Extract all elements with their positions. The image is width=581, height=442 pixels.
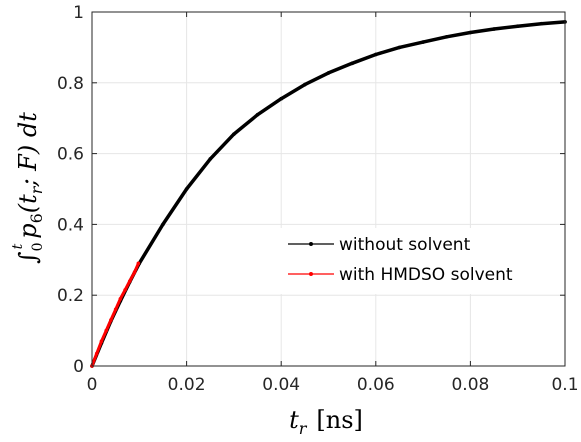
data-point-without-solvent bbox=[444, 34, 449, 39]
data-point-with-hmdso-solvent bbox=[99, 339, 104, 344]
x-tick-label: 0.08 bbox=[451, 375, 489, 395]
x-tick-label: 0.04 bbox=[262, 375, 300, 395]
data-point-without-solvent bbox=[326, 71, 331, 75]
y-axis-label-integral: ∫ bbox=[14, 251, 42, 264]
data-point-without-solvent bbox=[350, 61, 354, 66]
y-axis-label: ∫0tp6(tr; F) dt bbox=[10, 112, 46, 264]
legend-label-with-hmdso-solvent: with HMDSO solvent bbox=[339, 265, 513, 285]
y-tick-label: 1 bbox=[73, 3, 84, 23]
ticks: 0 0.02 0.04 0.06 0.08 0.1 0 0.2 0.4 0.6 0.8 1 bbox=[57, 3, 579, 395]
y-axis-label-func: p bbox=[14, 223, 42, 238]
data-point-without-solvent bbox=[468, 30, 473, 35]
data-point-without-solvent bbox=[303, 82, 307, 87]
data-point-with-hmdso-solvent bbox=[104, 328, 108, 333]
y-axis-label-args: (t bbox=[14, 194, 42, 213]
data-point-with-hmdso-solvent bbox=[113, 307, 118, 312]
x-axis-label: tr [ns] bbox=[289, 406, 363, 438]
data-point-without-solvent bbox=[232, 132, 236, 136]
legend-marker-without-solvent bbox=[309, 242, 313, 246]
data-point-with-hmdso-solvent bbox=[109, 318, 113, 322]
data-point-without-solvent bbox=[279, 96, 284, 101]
data-point-without-solvent bbox=[184, 187, 189, 191]
data-point-with-hmdso-solvent bbox=[128, 279, 132, 283]
data-point-without-solvent bbox=[161, 222, 165, 227]
data-point-without-solvent bbox=[492, 27, 496, 31]
x-axis-label-var: t bbox=[289, 406, 299, 434]
legend-box bbox=[278, 228, 554, 294]
data-point-without-solvent bbox=[515, 24, 520, 28]
y-axis-label-upper: t bbox=[10, 243, 26, 249]
x-axis-label-unit: [ns] bbox=[316, 406, 363, 434]
data-point-with-hmdso-solvent bbox=[94, 351, 99, 356]
y-axis-label-lower: 0 bbox=[30, 242, 46, 251]
legend-label-without-solvent: without solvent bbox=[339, 235, 471, 255]
y-tick-label: 0.2 bbox=[57, 286, 84, 306]
x-tick-label: 0 bbox=[87, 375, 98, 395]
data-point-with-hmdso-solvent bbox=[132, 270, 137, 274]
y-tick-label: 0.6 bbox=[57, 145, 84, 165]
data-point-without-solvent bbox=[421, 40, 425, 44]
grid bbox=[91, 11, 566, 367]
legend: without solvent with HMDSO solvent bbox=[278, 228, 554, 294]
legend-marker-with-hmdso-solvent bbox=[309, 272, 313, 276]
data-point-without-solvent bbox=[255, 112, 260, 117]
y-tick-label: 0 bbox=[73, 357, 84, 377]
plot-frame bbox=[91, 11, 566, 367]
data-point-without-solvent bbox=[539, 21, 544, 26]
y-tick-label: 0.4 bbox=[57, 215, 84, 235]
y-tick-label: 0.8 bbox=[57, 74, 84, 94]
data-point-with-hmdso-solvent bbox=[123, 288, 127, 292]
x-tick-label: 0.1 bbox=[551, 375, 578, 395]
x-axis-label-sub: r bbox=[299, 419, 308, 438]
series-layer bbox=[90, 20, 567, 368]
data-point-without-solvent bbox=[208, 157, 213, 161]
y-axis-label-args-sub: r bbox=[27, 185, 46, 194]
data-point-without-solvent bbox=[374, 52, 378, 57]
data-point-with-hmdso-solvent bbox=[136, 261, 141, 266]
data-point-without-solvent bbox=[397, 45, 402, 50]
x-tick-label: 0.06 bbox=[357, 375, 395, 395]
y-axis-label-args-rest: ; F) dt bbox=[14, 112, 42, 188]
x-tick-label: 0.02 bbox=[168, 375, 206, 395]
y-axis-label-func-sub: 6 bbox=[27, 213, 46, 223]
data-point-with-hmdso-solvent bbox=[118, 296, 123, 301]
